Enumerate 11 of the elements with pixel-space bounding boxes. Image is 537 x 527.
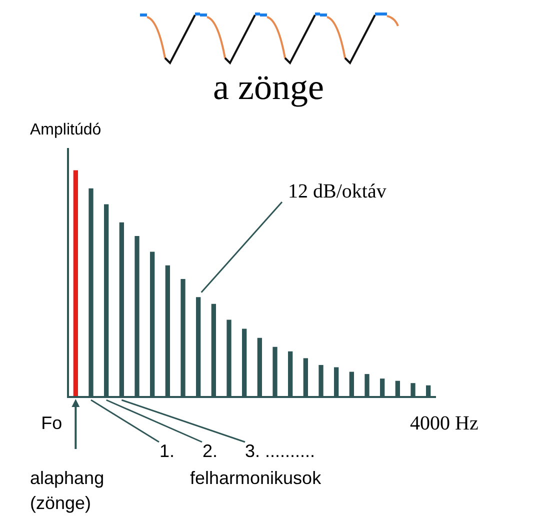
text: 1. [159, 440, 175, 461]
y-axis-title: Amplitúdó [30, 121, 102, 138]
annotation: 12 dB/oktáv [288, 180, 386, 202]
text: 3. .......... [245, 440, 316, 461]
x-axis-title: 4000 Hz [410, 412, 478, 434]
text: alaphang (zönge) [30, 468, 104, 513]
chart-title: a zönge [212, 66, 325, 108]
text: 2. [202, 440, 218, 461]
text: Fo [41, 412, 62, 433]
bar [73, 170, 78, 397]
text: felharmonikusok [190, 468, 322, 488]
